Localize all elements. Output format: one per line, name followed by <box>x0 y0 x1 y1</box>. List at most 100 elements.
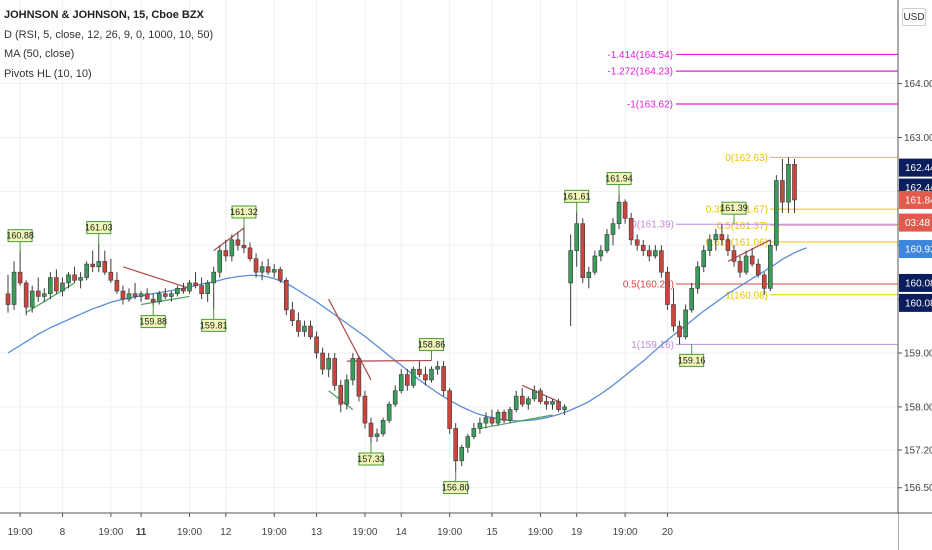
candle-body-25 <box>156 293 162 303</box>
candle-body-80 <box>489 417 495 424</box>
price-tag-3: 03:48 <box>899 213 932 232</box>
candle-32 <box>199 277 204 300</box>
candle-body-103 <box>628 217 634 241</box>
candle-35 <box>217 245 223 278</box>
candle-body-0 <box>5 293 11 305</box>
candle-body-65 <box>398 374 404 392</box>
candle-body-42 <box>259 266 265 273</box>
candle-93 <box>568 234 573 327</box>
candle-48 <box>296 312 301 337</box>
price-tag-4: 160.93 <box>899 239 932 258</box>
candle-body-90 <box>550 401 555 405</box>
candle-47 <box>290 301 295 327</box>
candle-body-40 <box>247 247 253 259</box>
candle-body-70 <box>429 368 434 381</box>
candle-body-81 <box>495 411 501 424</box>
price-tag-label-4: 160.93 <box>905 244 932 255</box>
candle-body-89 <box>544 401 549 405</box>
candle-89 <box>544 396 549 410</box>
fib-lower-label-2: 0.5(161.37) <box>717 221 768 232</box>
currency-button[interactable]: USD <box>902 8 926 26</box>
price-tag-label-3: 03:48 <box>905 218 930 229</box>
candle-body-45 <box>277 269 283 281</box>
candle-14 <box>90 250 95 273</box>
candle-74 <box>453 423 459 472</box>
pivot-label-1: 161.03 <box>85 221 113 244</box>
price-tag-label-0: 162.44 <box>905 163 932 174</box>
candle-94 <box>574 212 580 267</box>
candle-72 <box>441 361 446 397</box>
candle-body-33 <box>205 282 210 295</box>
candle-body-83 <box>507 409 513 421</box>
candle-body-39 <box>241 244 247 249</box>
pivot-label-box-5 <box>358 452 384 466</box>
candle-58 <box>356 355 362 402</box>
candle-body-82 <box>501 411 507 421</box>
candle-9 <box>60 277 65 297</box>
candle-body-56 <box>344 379 350 405</box>
pivot-line-3 <box>213 227 245 252</box>
candle-60 <box>368 417 374 444</box>
candle-66 <box>404 369 410 391</box>
pivot-label-box-1 <box>86 221 112 235</box>
candle-body-5 <box>35 290 41 297</box>
x-tick-label-10: 19:00 <box>437 527 462 538</box>
candle-body-71 <box>435 366 440 370</box>
candle-17 <box>108 258 114 283</box>
pivot-label-box-6 <box>419 338 444 352</box>
pivot-label-text-8: 161.61 <box>563 191 591 201</box>
candle-0 <box>5 274 11 313</box>
candle-body-9 <box>60 282 65 292</box>
pivot-line-2 <box>122 266 190 289</box>
pivot-label-3: 159.81 <box>200 309 227 332</box>
candle-40 <box>247 242 253 262</box>
candle-86 <box>525 396 531 410</box>
pivot-label-box-10 <box>679 353 705 367</box>
pivot-label-4: 161.32 <box>230 205 258 228</box>
candle-body-2 <box>17 271 23 284</box>
pivot-label-text-2: 159.88 <box>139 317 167 327</box>
candle-body-112 <box>683 309 688 338</box>
candle-body-69 <box>423 374 428 381</box>
candle-21 <box>132 282 138 300</box>
candle-body-97 <box>592 255 598 273</box>
pivot-line-4 <box>328 298 372 381</box>
candle-body-126 <box>767 244 773 289</box>
x-tick-label-9: 14 <box>396 527 408 538</box>
candle-110 <box>671 288 676 332</box>
candle-69 <box>423 366 428 386</box>
candle-96 <box>586 266 592 289</box>
candle-body-57 <box>350 358 356 381</box>
candle-105 <box>640 239 646 256</box>
fib-upper-label-0: -1.414(164.54) <box>607 50 673 61</box>
candle-82 <box>501 409 507 424</box>
candle-body-34 <box>211 271 216 284</box>
candle-body-73 <box>447 390 452 429</box>
x-tick-label-5: 12 <box>220 527 232 538</box>
candle-78 <box>477 417 483 434</box>
candle-34 <box>211 266 216 310</box>
candle-body-109 <box>665 271 670 305</box>
pivot-label-text-0: 160.88 <box>6 231 34 241</box>
fib-upper-label-2: -1(163.62) <box>627 100 673 111</box>
candle-body-122 <box>743 255 749 273</box>
candle-body-54 <box>332 358 338 386</box>
candle-84 <box>513 390 519 413</box>
candle-body-24 <box>150 298 156 303</box>
candle-108 <box>659 245 664 278</box>
candle-body-115 <box>701 250 707 268</box>
candle-body-128 <box>780 180 785 203</box>
pivot-label-box-4 <box>231 205 257 219</box>
candle-79 <box>483 412 489 429</box>
candle-124 <box>755 258 761 278</box>
candle-body-113 <box>689 288 694 311</box>
candle-1 <box>11 261 17 310</box>
legend-line-rsi: D (RSI, 5, close, 12, 26, 9, 0, 1000, 10… <box>4 28 214 41</box>
candle-106 <box>646 245 652 262</box>
candle-49 <box>302 320 307 337</box>
candle-body-61 <box>374 433 380 437</box>
candle-50 <box>308 320 313 340</box>
candle-body-125 <box>761 274 767 289</box>
candle-body-121 <box>737 261 743 273</box>
